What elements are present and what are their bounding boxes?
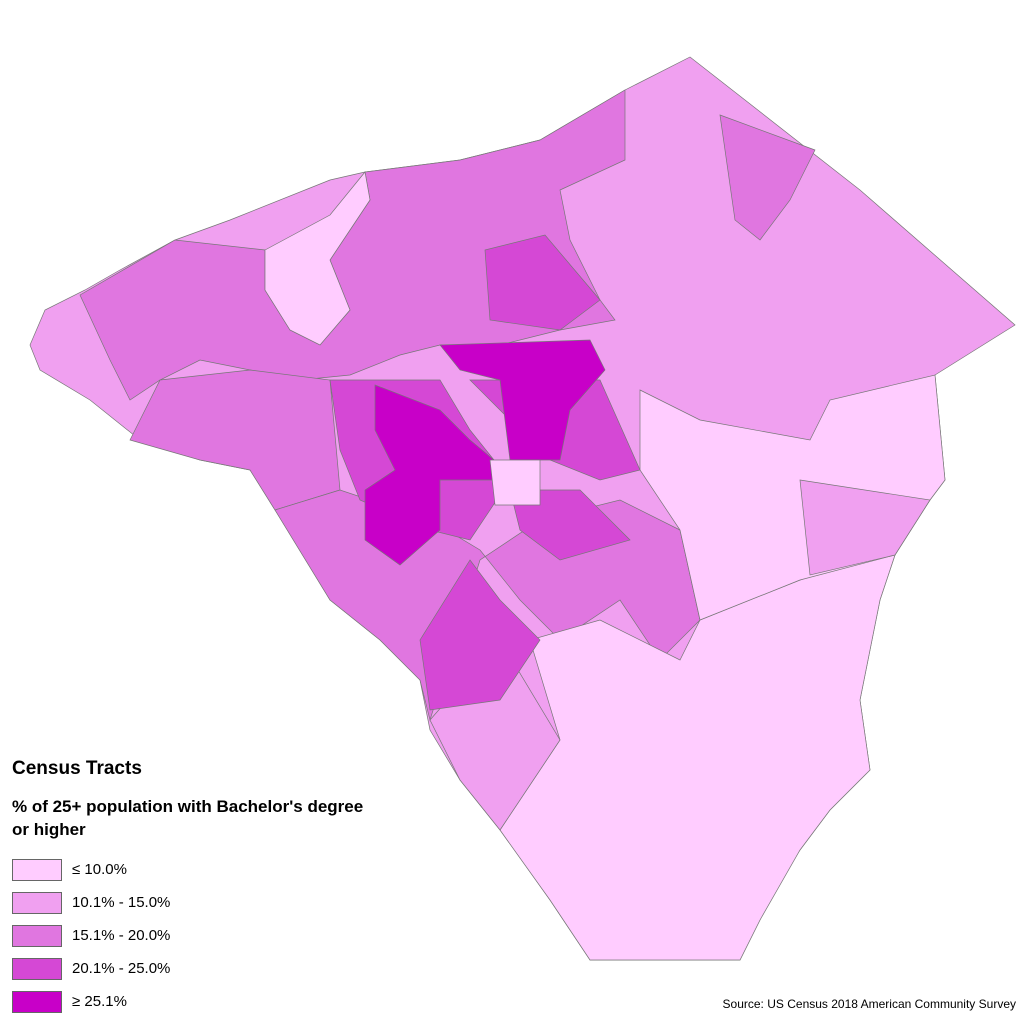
tract — [129, 369, 341, 511]
legend-label: ≥ 25.1% — [72, 993, 127, 1010]
tract — [799, 479, 931, 576]
legend: ≤ 10.0% 10.1% - 15.0% 15.1% - 20.0% 20.1% -… — [12, 853, 170, 1018]
tract — [509, 489, 631, 561]
legend-item: ≥ 25.1% — [12, 985, 170, 1018]
tract — [489, 459, 541, 506]
legend-swatch — [12, 957, 62, 980]
tract — [419, 559, 541, 711]
tract — [484, 234, 601, 331]
legend-subtitle: % of 25+ population with Bachelor's degr… — [12, 797, 364, 839]
legend-item: ≤ 10.0% — [12, 853, 170, 886]
legend-label: 10.1% - 15.0% — [72, 894, 171, 911]
legend-swatch — [12, 924, 62, 947]
legend-swatch — [12, 891, 62, 914]
legend-item: 20.1% - 25.0% — [12, 952, 170, 985]
legend-swatch — [12, 990, 62, 1013]
tract — [364, 384, 501, 566]
legend-title: Census Tracts — [12, 758, 142, 779]
tract — [719, 114, 816, 241]
legend-swatch — [12, 858, 62, 881]
source-note: Source: US Census 2018 American Communit… — [722, 997, 1016, 1011]
legend-label: ≤ 10.0% — [72, 861, 127, 878]
tract — [264, 171, 371, 346]
tract — [439, 339, 606, 461]
legend-label: 15.1% - 20.0% — [72, 927, 171, 944]
legend-item: 15.1% - 20.0% — [12, 919, 170, 952]
legend-item: 10.1% - 15.0% — [12, 886, 170, 919]
legend-label: 20.1% - 25.0% — [72, 960, 171, 977]
